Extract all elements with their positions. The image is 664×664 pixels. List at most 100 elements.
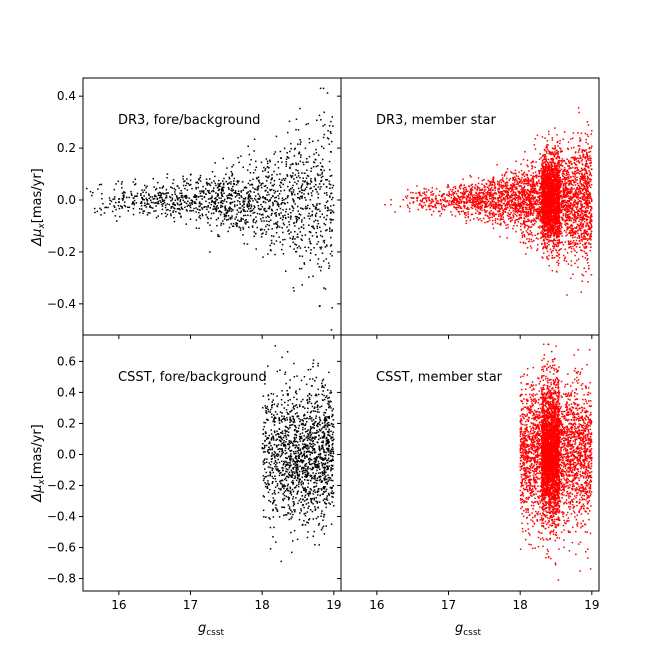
data-point — [529, 213, 532, 216]
data-point — [432, 210, 435, 213]
data-point — [583, 191, 586, 194]
data-point — [436, 202, 439, 205]
data-point — [570, 176, 572, 179]
data-point — [487, 220, 489, 223]
data-point — [442, 199, 445, 202]
data-point — [529, 210, 532, 213]
data-point — [551, 224, 553, 227]
data-point — [523, 171, 526, 173]
data-point — [556, 164, 558, 167]
data-point — [187, 200, 189, 203]
data-point — [484, 194, 486, 197]
data-point — [178, 197, 181, 199]
data-point — [499, 213, 502, 215]
data-point — [568, 161, 570, 163]
data-point — [545, 158, 548, 160]
data-point — [555, 169, 557, 171]
data-point — [489, 182, 492, 184]
data-point — [304, 180, 306, 182]
data-point — [315, 152, 318, 154]
data-point — [548, 225, 550, 228]
data-point — [156, 197, 159, 200]
data-point — [487, 200, 489, 202]
data-point — [299, 176, 301, 179]
data-point — [174, 199, 177, 202]
data-point — [115, 208, 117, 211]
data-point — [540, 195, 542, 197]
data-point — [588, 184, 591, 187]
data-point — [570, 217, 572, 220]
data-point — [448, 191, 450, 193]
data-point — [584, 164, 587, 167]
data-point — [517, 221, 520, 223]
data-point — [273, 183, 276, 186]
data-point — [569, 188, 572, 190]
data-point — [568, 162, 571, 164]
data-point — [307, 246, 310, 249]
data-point — [227, 197, 230, 199]
scatter-points — [384, 107, 593, 296]
data-point — [565, 206, 568, 209]
data-point — [546, 203, 548, 206]
data-point — [217, 183, 219, 185]
data-point — [584, 232, 586, 235]
data-point — [497, 182, 499, 185]
data-point — [527, 180, 530, 183]
data-point — [300, 238, 303, 240]
data-point — [526, 176, 529, 179]
data-point — [175, 210, 177, 213]
data-point — [550, 250, 553, 253]
data-point — [287, 131, 289, 134]
data-point — [121, 181, 123, 183]
data-point — [290, 191, 293, 193]
data-point — [247, 201, 250, 204]
data-point — [574, 206, 577, 208]
data-point — [508, 187, 510, 190]
data-point — [280, 202, 283, 204]
data-point — [215, 192, 217, 194]
data-point — [524, 224, 526, 226]
data-point — [285, 208, 288, 211]
data-point — [585, 219, 588, 222]
data-point — [546, 226, 548, 228]
data-point — [559, 148, 562, 150]
data-point — [590, 147, 593, 149]
data-point — [482, 191, 485, 194]
data-point — [482, 196, 484, 198]
data-point — [289, 150, 291, 153]
data-point — [508, 213, 510, 216]
data-point — [178, 187, 180, 189]
data-point — [169, 196, 172, 199]
data-point — [272, 203, 275, 205]
data-point — [269, 199, 271, 201]
data-point — [148, 206, 151, 208]
data-point — [207, 182, 210, 185]
data-point — [140, 194, 142, 197]
data-point — [295, 118, 298, 121]
data-point — [326, 206, 329, 209]
data-point — [567, 223, 569, 225]
data-point — [541, 176, 544, 179]
data-point — [478, 203, 481, 205]
data-point — [145, 187, 147, 189]
data-point — [538, 189, 540, 191]
data-point — [298, 198, 301, 200]
data-point — [579, 177, 581, 180]
data-point — [235, 216, 238, 218]
data-point — [511, 204, 514, 207]
data-point — [581, 176, 583, 179]
data-point — [222, 183, 225, 186]
data-point — [272, 204, 274, 207]
data-point — [558, 224, 561, 227]
data-point — [254, 206, 256, 209]
data-point — [451, 190, 453, 193]
data-point — [171, 206, 174, 208]
data-point — [555, 249, 557, 251]
data-point — [140, 208, 143, 210]
data-point — [538, 158, 541, 160]
data-point — [547, 203, 549, 206]
data-point — [497, 215, 500, 218]
data-point — [208, 189, 210, 192]
data-point — [223, 215, 226, 218]
data-point — [468, 197, 471, 200]
